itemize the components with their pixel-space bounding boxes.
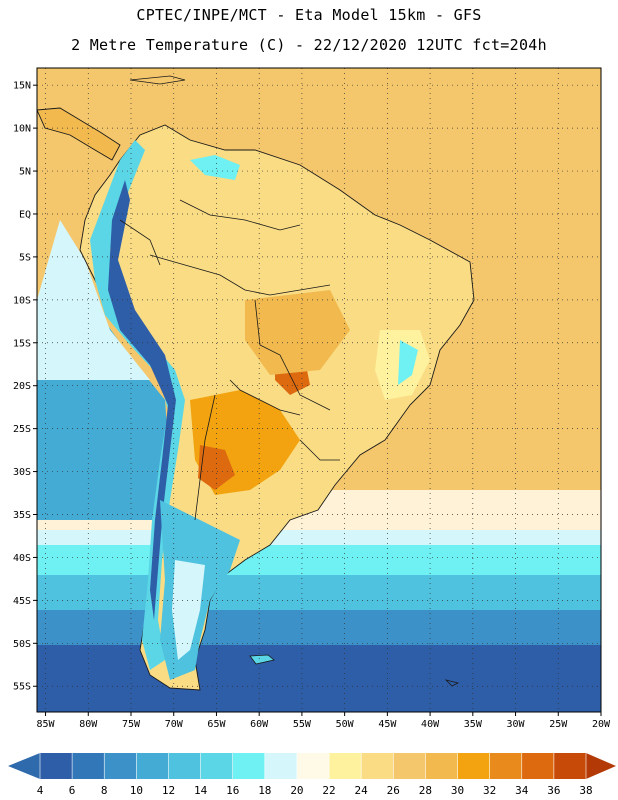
colorbar-label: 12: [162, 784, 175, 797]
lon-label: 30W: [507, 719, 526, 730]
colorbar-label: 32: [483, 784, 496, 797]
colorbar-swatch: [329, 753, 362, 779]
colorbar-label: 38: [579, 784, 592, 797]
south-georgia-island: [444, 679, 460, 687]
colorbar-swatch: [425, 753, 458, 779]
lon-label: 35W: [464, 719, 483, 730]
colorbar-swatch: [489, 753, 523, 779]
colorbar-swatch: [200, 753, 234, 779]
lon-label: 80W: [79, 719, 98, 730]
lat-label: 55S: [13, 682, 31, 693]
colorbar-swatch: [393, 753, 426, 779]
central-brazil-warm-zone: [245, 290, 350, 375]
lat-label: 40S: [13, 553, 31, 564]
colorbar-swatch: [104, 753, 137, 779]
colorbar-label: 16: [226, 784, 239, 797]
lat-label: 10N: [13, 124, 31, 135]
colorbar-label: 8: [101, 784, 108, 797]
lat-label: 50S: [13, 639, 31, 650]
lat-label: 15N: [13, 81, 31, 92]
lon-label: 50W: [336, 719, 355, 730]
lon-label: 75W: [122, 719, 141, 730]
central-america-land: [37, 107, 121, 161]
colorbar-label: 26: [387, 784, 400, 797]
lon-label: 65W: [207, 719, 226, 730]
pacific-mild-water: [37, 220, 150, 380]
lat-label: 35S: [13, 510, 31, 521]
lat-label: EQ: [19, 209, 31, 220]
colorbar-swatch: [521, 753, 555, 779]
colorbar-swatch: [168, 753, 201, 779]
colorbar-label: 22: [322, 784, 335, 797]
colorbar-label: 14: [194, 784, 208, 797]
caribbean-islands: [129, 75, 186, 85]
lat-label: 20S: [13, 381, 31, 392]
colorbar-label: 30: [451, 784, 464, 797]
lon-label: 25W: [549, 719, 568, 730]
map-subtitle: 2 Metre Temperature (C) - 22/12/2020 12U…: [71, 36, 547, 54]
lon-label: 85W: [37, 719, 56, 730]
patagonia-mild-zone: [172, 560, 205, 660]
colorbar-swatch: [40, 753, 73, 779]
ocean-band-16: [37, 545, 601, 580]
lat-label: 5N: [19, 167, 31, 178]
colorbar-label: 10: [130, 784, 143, 797]
country-borders: [119, 199, 340, 521]
longitude-labels: 85W 80W 75W 70W 65W 60W 55W 50W 45W 40W 35W 30W 25W 2…: [37, 712, 611, 730]
map-field: [37, 68, 601, 712]
colorbar-label: 20: [290, 784, 303, 797]
lon-label: 40W: [421, 719, 440, 730]
lon-label: 20W: [592, 719, 611, 730]
lat-label: 45S: [13, 596, 31, 607]
colorbar-high-arrow: [586, 753, 616, 779]
colorbar-label: 34: [515, 784, 529, 797]
lat-label: 25S: [13, 424, 31, 435]
lon-label: 70W: [165, 719, 184, 730]
colorbar-label: 4: [37, 784, 44, 797]
andes-peak-zone: [108, 180, 176, 620]
colorbar-low-arrow: [8, 753, 40, 779]
colorbar-label: 24: [355, 784, 369, 797]
colorbar-label: 6: [69, 784, 76, 797]
lat-label: 30S: [13, 467, 31, 478]
lon-label: 60W: [250, 719, 269, 730]
lat-label: 5S: [19, 252, 31, 263]
colorbar-label: 28: [419, 784, 432, 797]
colorbar-swatch: [361, 753, 394, 779]
map-frame: [36, 67, 602, 713]
latitude-labels: 15N 10N 5N EQ 5S 10S 15S 20S 25S 30S 35S 40S 45S 50S 5…: [13, 81, 37, 693]
map-title: CPTEC/INPE/MCT - Eta Model 15km - GFS: [136, 6, 482, 24]
colorbar-swatch: [232, 753, 266, 779]
ocean-band-12: [37, 575, 601, 615]
colorbar-swatch: [136, 753, 169, 779]
lat-lon-grid: [37, 68, 601, 712]
colorbar-label: 36: [547, 784, 560, 797]
ocean-band-4: [37, 645, 601, 712]
ocean-band-8: [37, 610, 601, 650]
lat-label: 10S: [13, 295, 31, 306]
colorbar-swatch: [72, 753, 105, 779]
venezuela-cool-zone: [190, 155, 240, 180]
colorbar-swatch: [553, 753, 587, 779]
highlands-cool-zone: [398, 340, 418, 385]
lon-label: 55W: [293, 719, 312, 730]
colorbar-swatch: [264, 753, 298, 779]
argentina-hottest-zone: [198, 445, 235, 490]
colorbar-label: 18: [258, 784, 271, 797]
falkland-islands: [249, 654, 275, 665]
colorbar-swatch: [457, 753, 491, 779]
lon-label: 45W: [378, 719, 397, 730]
colorbar-swatch: [296, 753, 330, 779]
temperature-colorbar: 4 6 8 10 12 14 16 18 20 22 24 26 28 30 32 34 36 38: [8, 753, 616, 797]
lat-label: 15S: [13, 338, 31, 349]
